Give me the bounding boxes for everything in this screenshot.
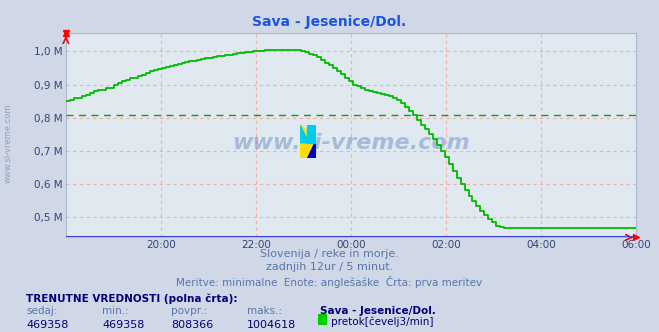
Text: 1004618: 1004618 [247,320,297,330]
Text: 808366: 808366 [171,320,214,330]
Polygon shape [300,124,309,143]
Text: Meritve: minimalne  Enote: anglešaške  Črta: prva meritev: Meritve: minimalne Enote: anglešaške Črt… [177,276,482,288]
Text: Sava - Jesenice/Dol.: Sava - Jesenice/Dol. [320,306,436,316]
Text: min.:: min.: [102,306,129,316]
Text: zadnjih 12ur / 5 minut.: zadnjih 12ur / 5 minut. [266,262,393,272]
Polygon shape [307,139,316,158]
Text: TRENUTNE VREDNOSTI (polna črta):: TRENUTNE VREDNOSTI (polna črta): [26,294,238,304]
Text: pretok[čevelj3/min]: pretok[čevelj3/min] [331,316,434,327]
Polygon shape [307,124,316,143]
Text: povpr.:: povpr.: [171,306,208,316]
Text: Sava - Jesenice/Dol.: Sava - Jesenice/Dol. [252,15,407,29]
Text: www.si-vreme.com: www.si-vreme.com [3,103,13,183]
Text: maks.:: maks.: [247,306,282,316]
Text: Slovenija / reke in morje.: Slovenija / reke in morje. [260,249,399,259]
Text: 469358: 469358 [102,320,144,330]
Polygon shape [300,124,316,158]
Text: www.si-vreme.com: www.si-vreme.com [232,133,470,153]
Text: sedaj:: sedaj: [26,306,58,316]
Text: 469358: 469358 [26,320,69,330]
